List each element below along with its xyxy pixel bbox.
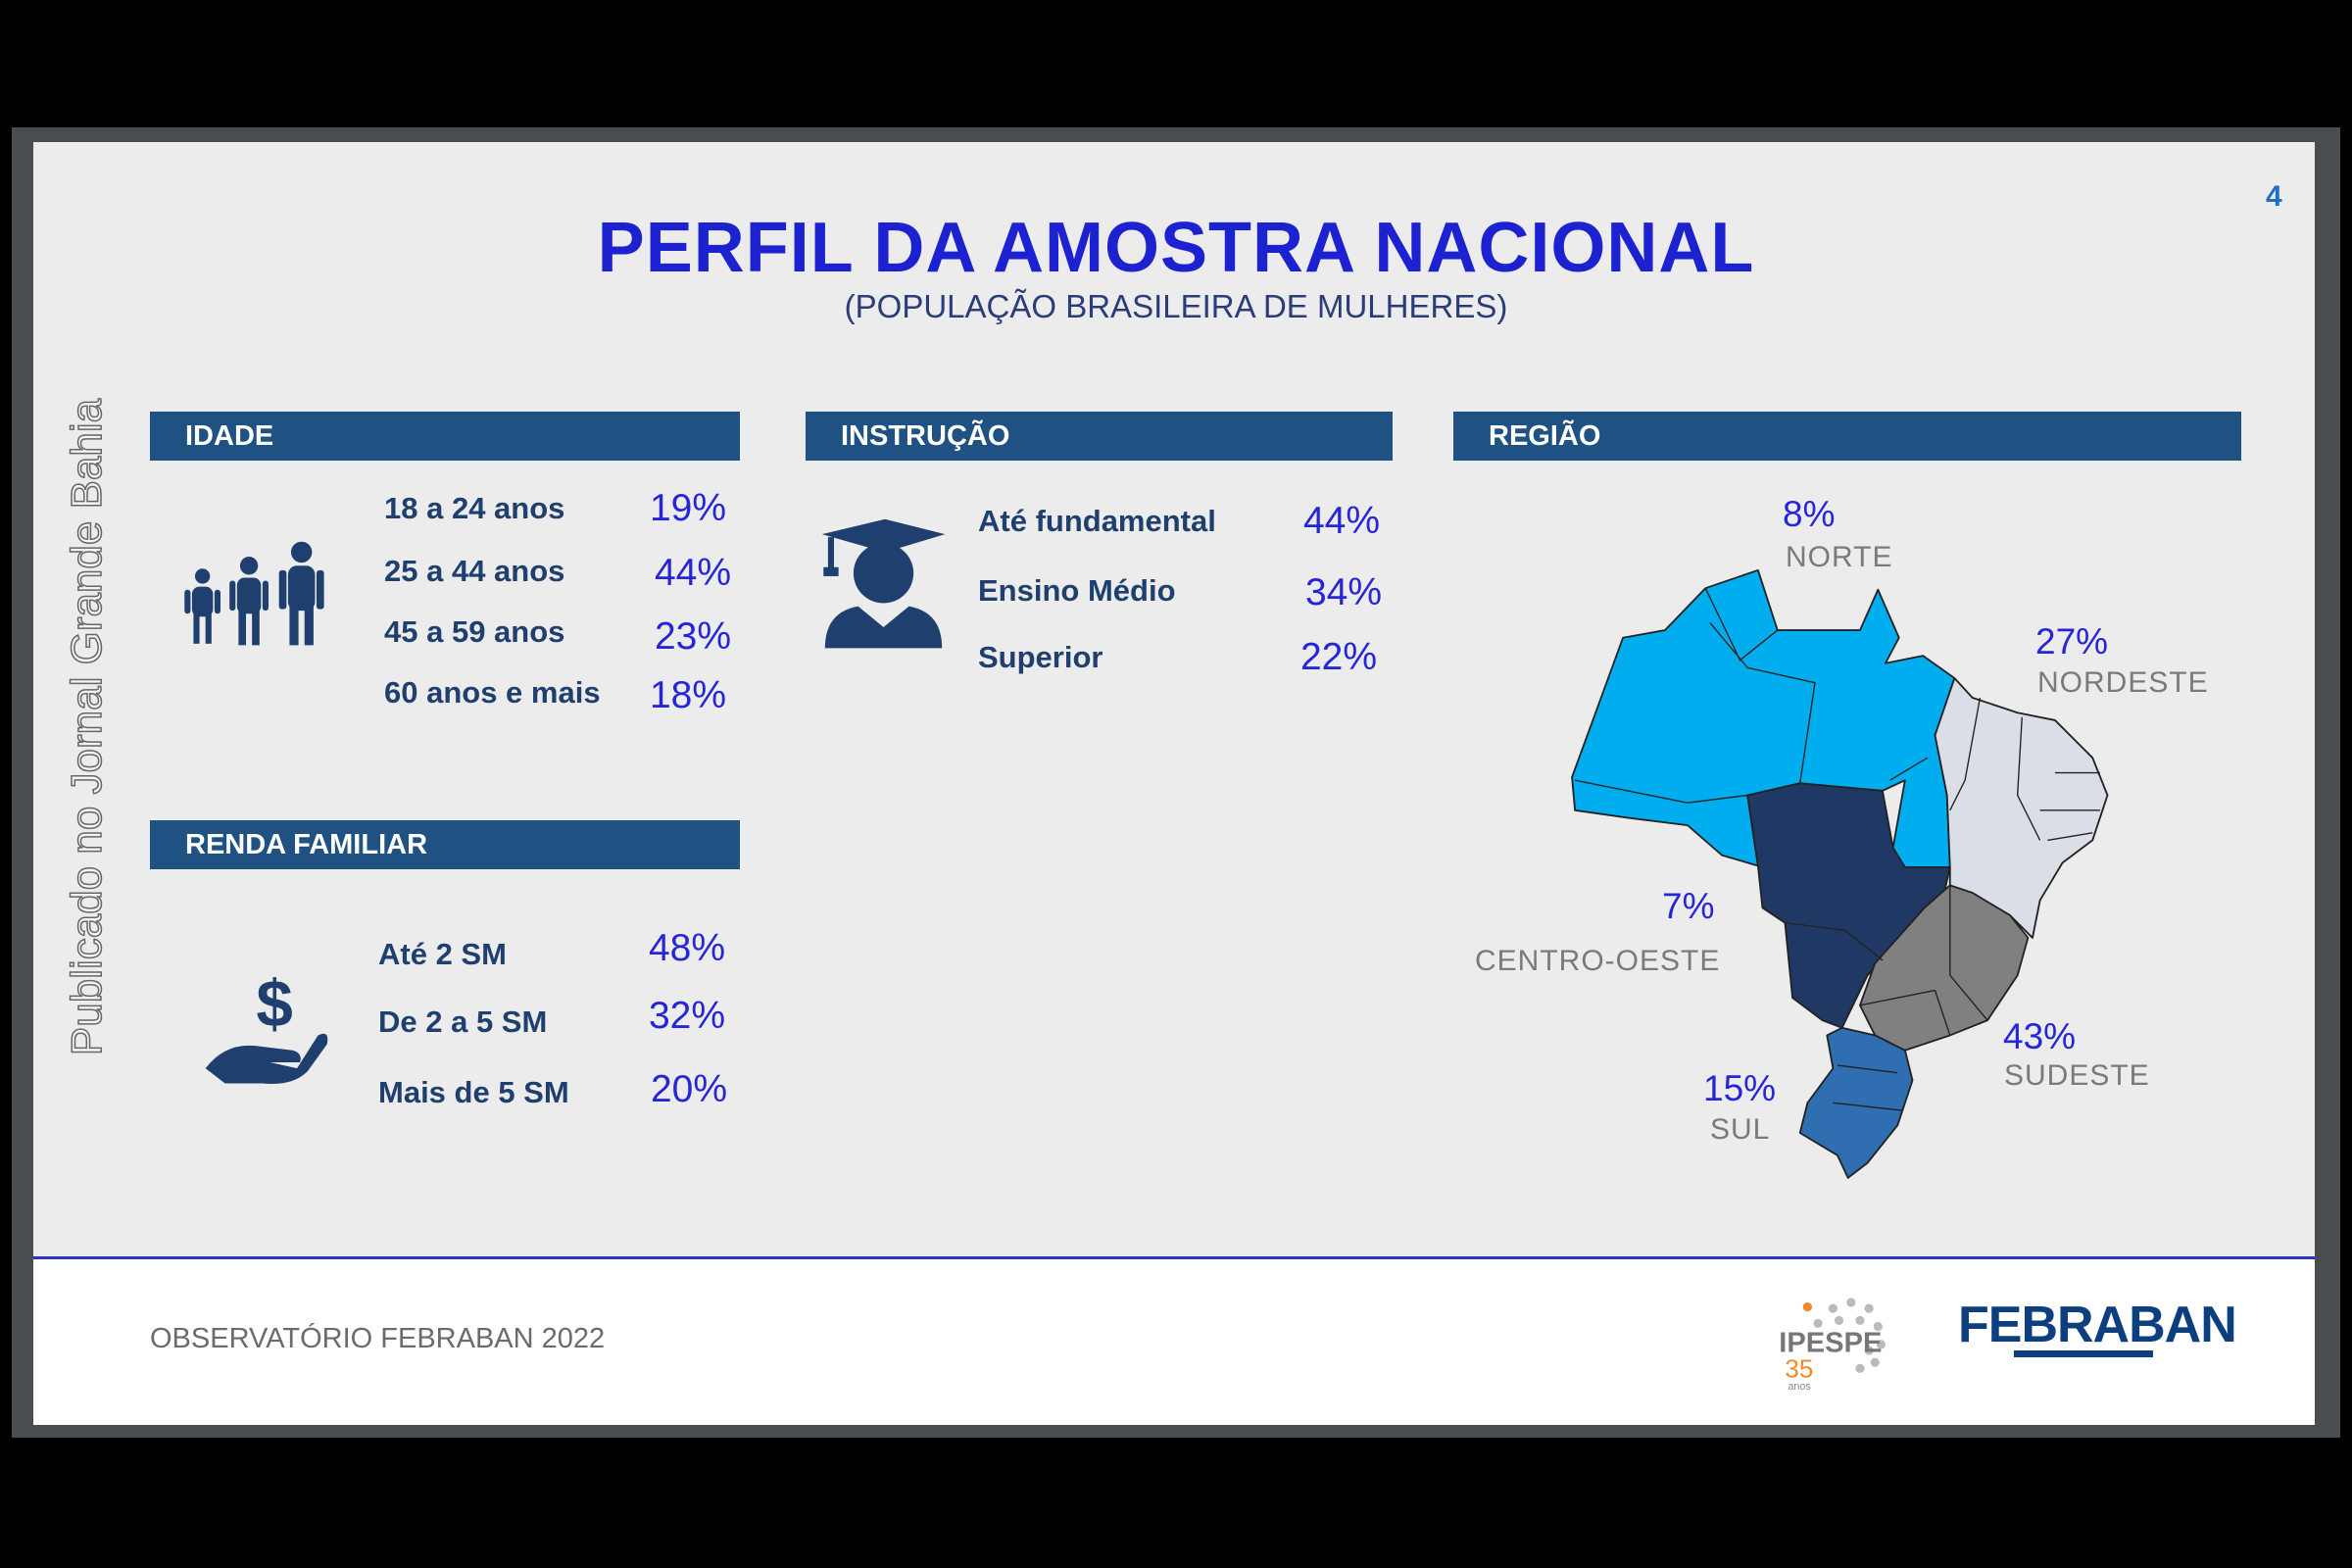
idade-value: 23% <box>654 615 731 658</box>
page-subtitle: (POPULAÇÃO BRASILEIRA DE MULHERES) <box>844 288 1508 324</box>
header-renda: RENDA FAMILIAR <box>150 820 740 869</box>
idade-value: 19% <box>649 487 726 529</box>
idade-label: 60 anos e mais <box>384 675 601 710</box>
map-region-nordeste <box>1934 677 2109 939</box>
footer-divider <box>33 1256 2315 1260</box>
graduate-icon <box>821 518 946 649</box>
renda-value: 48% <box>648 927 725 969</box>
header-regiao: REGIÃO <box>1453 412 2241 461</box>
idade-value: 18% <box>649 674 726 716</box>
instrucao-value: 34% <box>1304 571 1382 613</box>
renda-label: Mais de 5 SM <box>378 1075 569 1109</box>
region-label-sul: SUL <box>1710 1113 1771 1146</box>
page-title: PERFIL DA AMOSTRA NACIONAL <box>597 209 1755 287</box>
ipespe-logo: IPESPE 35 anos <box>1779 1298 1886 1393</box>
svg-text:IPESPE: IPESPE <box>1779 1328 1882 1359</box>
svg-text:$: $ <box>256 967 292 1041</box>
region-label-centro-oeste: CENTRO-OESTE <box>1475 945 1721 977</box>
instrucao-label: Até fundamental <box>978 504 1216 538</box>
region-value-sudeste: 43% <box>2003 1016 2077 1056</box>
brazil-map <box>1571 568 2109 1179</box>
svg-text:anos: anos <box>1788 1381 1810 1393</box>
idade-value: 44% <box>654 552 731 594</box>
instrucao-value: 22% <box>1299 636 1377 678</box>
region-label-sudeste: SUDESTE <box>2004 1059 2150 1092</box>
instrucao-label: Superior <box>978 640 1103 674</box>
region-value-nordeste: 27% <box>2035 621 2109 662</box>
region-value-sul: 15% <box>1703 1068 1777 1108</box>
renda-value: 20% <box>650 1068 727 1110</box>
renda-label: Até 2 SM <box>378 937 507 971</box>
region-label-nordeste: NORDESTE <box>2037 666 2209 699</box>
footer-text: OBSERVATÓRIO FEBRABAN 2022 <box>150 1323 606 1354</box>
renda-value: 32% <box>648 995 725 1037</box>
febraban-logo-underline <box>2014 1350 2153 1357</box>
region-label-norte: NORTE <box>1786 541 1893 573</box>
map-region-sul <box>1798 1026 1914 1179</box>
idade-label: 25 a 44 anos <box>384 554 565 588</box>
family-icon <box>184 541 324 646</box>
febraban-logo: FEBRABAN <box>1958 1297 2237 1353</box>
header-idade: IDADE <box>150 412 740 461</box>
region-value-centro-oeste: 7% <box>1662 886 1715 926</box>
page-number: 4 <box>2266 180 2282 213</box>
idade-label: 18 a 24 anos <box>384 491 565 525</box>
renda-label: De 2 a 5 SM <box>378 1004 548 1039</box>
svg-text:35: 35 <box>1785 1354 1813 1384</box>
instrucao-label: Ensino Médio <box>978 573 1176 608</box>
slide-footer <box>33 1259 2315 1425</box>
instrucao-value: 44% <box>1302 500 1380 542</box>
hand-money-icon: $ <box>205 967 328 1084</box>
region-value-norte: 8% <box>1783 494 1836 534</box>
idade-label: 45 a 59 anos <box>384 614 565 649</box>
header-instrucao: INSTRUÇÃO <box>806 412 1393 461</box>
